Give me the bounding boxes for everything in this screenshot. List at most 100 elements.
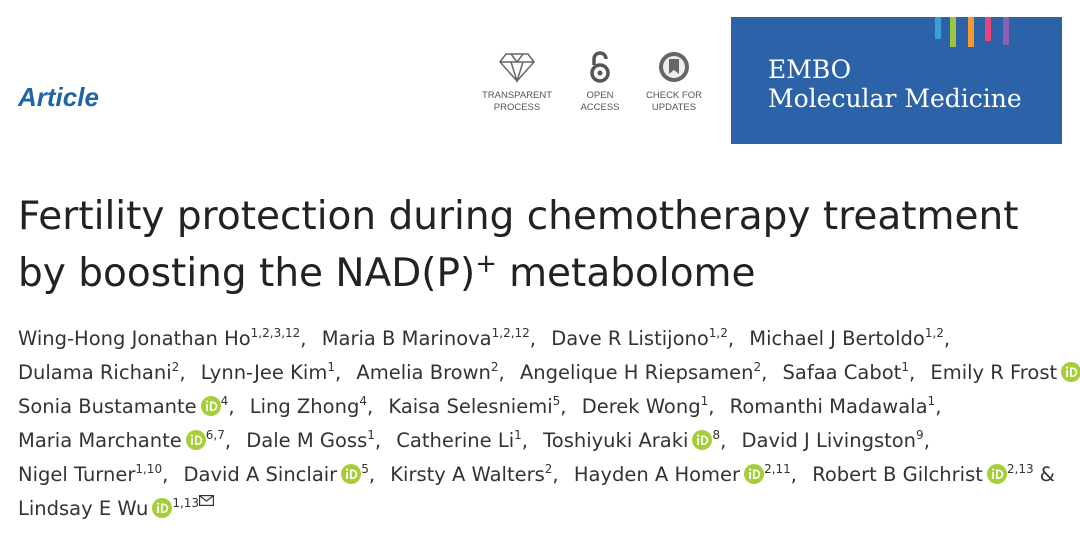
author-name: Lindsay E Wu [18, 497, 149, 520]
separator: , [529, 327, 536, 350]
separator: , [727, 327, 735, 350]
author-line: Lindsay E Wu 1,13 [18, 492, 1080, 526]
separator: , [334, 361, 342, 384]
separator: , [228, 395, 235, 418]
author-name: Wing-Hong Jonathan Ho [18, 327, 251, 350]
author: Lynn-Jee Kim1, [201, 361, 350, 384]
orcid-icon[interactable] [1061, 362, 1080, 382]
author: Romanthi Madawala1, [730, 395, 951, 418]
separator: , [162, 463, 169, 486]
author-line: Nigel Turner1,10, David A Sinclair 5, Kir… [18, 458, 1080, 492]
separator: , [368, 463, 376, 486]
separator: , [374, 429, 382, 452]
journal-bars [935, 17, 1009, 47]
author-line: Dulama Richani2, Lynn-Jee Kim1, Amelia B… [18, 356, 1080, 390]
author-name: Toshiyuki Araki [543, 429, 689, 452]
author: Michael J Bertoldo1,2, [749, 327, 959, 350]
affiliation: 6,7 [205, 428, 225, 442]
diamond-icon [499, 53, 535, 84]
title-text: by boosting the NAD(P) [18, 251, 476, 296]
affiliation: 1 [367, 428, 375, 442]
badge-line: CHECK FOR [646, 90, 702, 101]
orcid-icon[interactable] [200, 396, 221, 416]
affiliation: 1 [700, 394, 709, 408]
author: Derek Wong1, [582, 395, 724, 418]
check-updates-icon [659, 52, 689, 82]
affiliation: 8 [712, 428, 721, 442]
separator: , [560, 395, 567, 418]
author: Hayden A Homer 2,11, [574, 463, 806, 486]
separator: , [908, 361, 916, 384]
author: Safaa Cabot1, [783, 361, 925, 384]
author: Robert B Gilchrist 2,13 & [812, 463, 1064, 486]
affiliation: 2 [544, 462, 553, 476]
email-icon[interactable] [199, 495, 215, 507]
orcid-icon[interactable] [744, 464, 765, 484]
affiliation: 1,2,3,12 [250, 326, 301, 340]
affiliation: 9 [916, 428, 924, 442]
affiliation: 2,11 [764, 462, 791, 476]
author-name: Kaisa Selesniemi [388, 395, 553, 418]
author-name: Maria B Marinova [321, 327, 492, 350]
journal-name: EMBO [768, 55, 852, 84]
affiliation: 1,13 [172, 496, 200, 510]
author-name: Amelia Brown [356, 361, 491, 384]
author-name: Kirsty A Walters [390, 463, 545, 486]
separator: , [790, 463, 797, 486]
author: Kirsty A Walters2, [390, 463, 567, 486]
author: Emily R Frost2, [930, 361, 1080, 384]
separator: , [179, 361, 186, 384]
author: Lindsay E Wu 1,13 [18, 495, 215, 520]
open-access-icon [590, 51, 610, 83]
author-name: Dulama Richani [18, 361, 172, 384]
title-superscript: + [475, 249, 498, 279]
badge-line: PROCESS [493, 102, 541, 113]
author: Angelique H Riepsamen2, [520, 361, 776, 384]
author-name: Lynn-Jee Kim [200, 361, 328, 384]
author-name: Catherine Li [396, 429, 515, 452]
author-name: David A Sinclair [183, 463, 338, 486]
affiliation: 1 [514, 428, 522, 442]
title: Fertility protection during chemotherapy… [18, 188, 1019, 302]
author: Wing-Hong Jonathan Ho1,2,3,12, [18, 327, 316, 350]
affiliation: 1,2 [924, 326, 944, 340]
author-line: Sonia Bustamante 4, Ling Zhong4, Kaisa Se… [18, 390, 1080, 424]
title-line: by boosting the NAD(P)+ metabolome [18, 245, 1019, 302]
author-name: Derek Wong [581, 395, 701, 418]
orcid-icon[interactable] [341, 464, 362, 484]
author-name: Angelique H Riepsamen [519, 361, 754, 384]
separator: , [923, 429, 930, 452]
orcid-icon[interactable] [185, 430, 206, 450]
author: Nigel Turner1,10, [18, 463, 177, 486]
affiliation: 1,2 [708, 326, 728, 340]
author-name: Emily R Frost [930, 361, 1058, 384]
badge-line: ACCESS [580, 102, 620, 113]
author-name: Robert B Gilchrist [812, 463, 983, 486]
affiliation: 2 [753, 360, 762, 374]
author-name: Ling Zhong [249, 395, 360, 418]
author-name: Dale M Goss [246, 429, 368, 452]
orcid-icon[interactable] [152, 498, 173, 518]
author-name: Sonia Bustamante [18, 395, 197, 418]
affiliation: 1,2,12 [491, 326, 530, 340]
orcid-icon[interactable] [692, 430, 713, 450]
author: Maria B Marinova1,2,12, [322, 327, 545, 350]
orcid-icon[interactable] [986, 464, 1007, 484]
title-text: metabolome [509, 251, 756, 296]
author-name: David J Livingston [741, 429, 917, 452]
author: Amelia Brown2, [356, 361, 513, 384]
separator: , [943, 327, 951, 350]
author-name: Maria Marchante [18, 429, 182, 452]
author: Catherine Li1, [396, 429, 537, 452]
separator: , [720, 429, 727, 452]
author: David A Sinclair 5, [183, 463, 384, 486]
affiliation: 1 [901, 360, 909, 374]
badge: OPEN ACCESS [555, 50, 645, 114]
affiliation: 4 [220, 394, 229, 408]
author: Sonia Bustamante 4, [18, 395, 244, 418]
badge-line: OPEN [586, 90, 614, 101]
author: Ling Zhong4, [250, 395, 382, 418]
affiliation: 2 [171, 360, 180, 374]
separator: , [552, 463, 559, 486]
